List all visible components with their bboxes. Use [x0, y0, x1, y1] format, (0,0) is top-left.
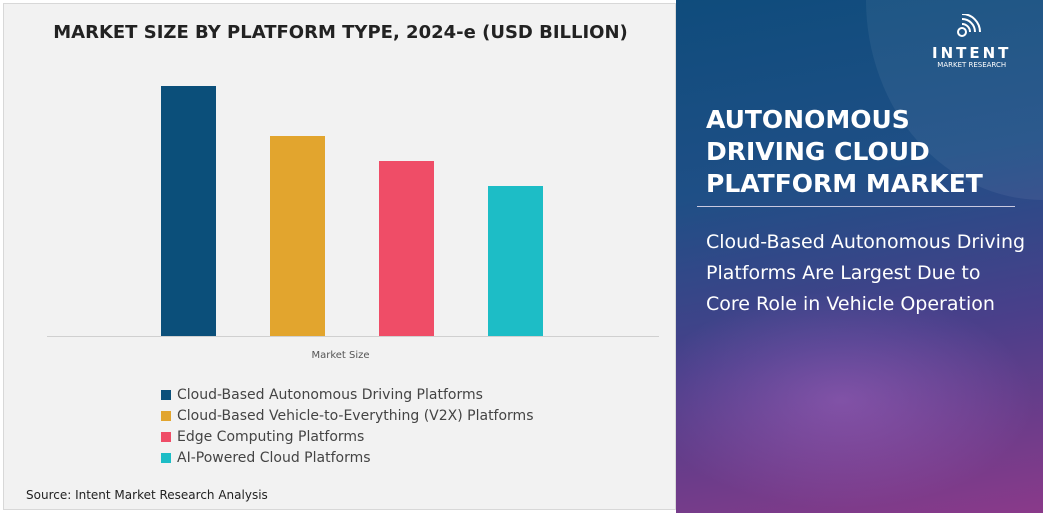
chart-title: MARKET SIZE BY PLATFORM TYPE, 2024-e (US… [53, 22, 628, 43]
legend-item: AI-Powered Cloud Platforms [161, 447, 534, 468]
chart-panel: MARKET SIZE BY PLATFORM TYPE, 2024-e (US… [3, 3, 676, 510]
legend-item: Edge Computing Platforms [161, 426, 534, 447]
legend: Cloud-Based Autonomous Driving Platforms… [161, 384, 534, 468]
bar-4 [488, 186, 543, 336]
logo: INTENT MARKET RESEARCH [932, 13, 1012, 69]
report-heading: AUTONOMOUS DRIVING CLOUD PLATFORM MARKET [706, 105, 983, 198]
source-note: Source: Intent Market Research Analysis [26, 488, 268, 502]
legend-item: Cloud-Based Autonomous Driving Platforms [161, 384, 534, 405]
legend-swatch [161, 410, 171, 421]
legend-label: Edge Computing Platforms [177, 428, 365, 445]
legend-label: Cloud-Based Vehicle-to-Everything (V2X) … [177, 407, 534, 424]
legend-label: AI-Powered Cloud Platforms [177, 449, 371, 466]
bar-1 [161, 86, 216, 336]
logo-brand: INTENT [932, 44, 1012, 62]
decorative-glow [676, 290, 1036, 510]
legend-label: Cloud-Based Autonomous Driving Platforms [177, 386, 483, 403]
report-subtitle: Cloud-Based Autonomous Driving Platforms… [706, 231, 1026, 315]
logo-sub: MARKET RESEARCH [937, 61, 1007, 69]
signal-logo-icon [956, 13, 981, 37]
bar-3 [379, 161, 434, 336]
bar-2 [270, 136, 325, 336]
x-axis-label: Market Size [311, 350, 370, 361]
bar-chart [47, 86, 659, 337]
legend-swatch [161, 389, 171, 400]
divider [697, 206, 1015, 207]
legend-swatch [161, 431, 171, 442]
legend-swatch [161, 452, 171, 463]
info-panel: INTENT MARKET RESEARCH AUTONOMOUS DRIVIN… [676, 0, 1043, 513]
legend-item: Cloud-Based Vehicle-to-Everything (V2X) … [161, 405, 534, 426]
